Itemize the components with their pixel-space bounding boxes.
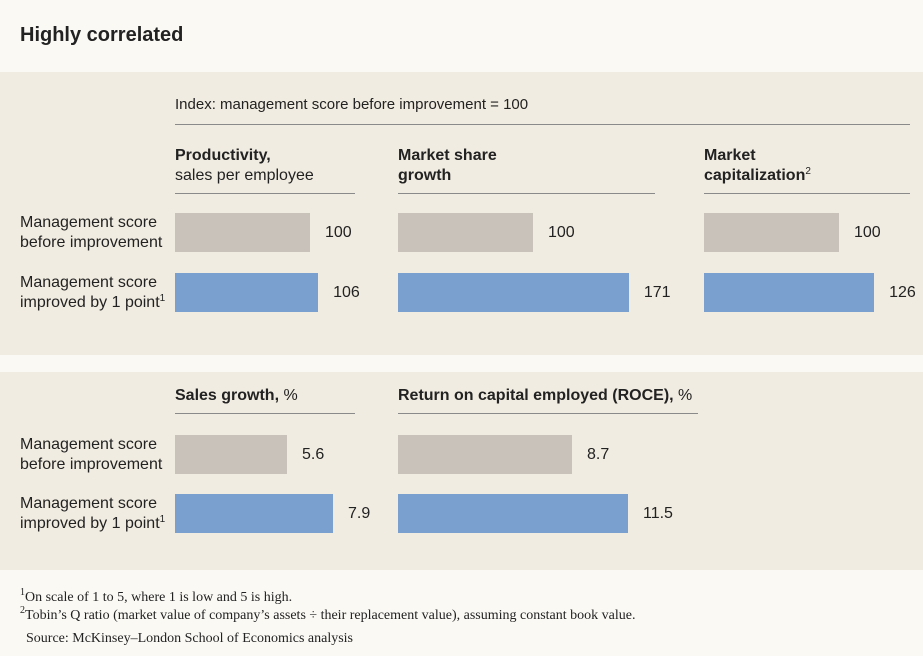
bar — [175, 273, 319, 312]
footnote: 2Tobin’s Q ratio (market value of compan… — [20, 605, 636, 624]
rule — [175, 193, 355, 194]
value-label: 100 — [325, 224, 352, 241]
value-label: 11.5 — [643, 505, 673, 522]
chart-title-suffix: % — [678, 387, 693, 404]
row-label: Management score improved by 1 point1 — [20, 494, 175, 534]
bar — [398, 435, 572, 474]
rule — [398, 193, 655, 194]
chart-title-main: Sales growth, — [175, 387, 280, 404]
chart-title-suffix: sales per employee — [175, 167, 314, 184]
chart-title-main: Market share growth — [398, 147, 497, 184]
chart-title: Return on capital employed (ROCE), % — [398, 386, 718, 406]
chart-title: Market share growth — [398, 146, 528, 186]
row-label-text: Management score before improvement — [20, 214, 163, 251]
chart-title-suffix: % — [283, 387, 298, 404]
footnote: 1On scale of 1 to 5, where 1 is low and … — [20, 587, 293, 606]
rule — [704, 193, 910, 194]
row-label-text: Management score improved by 1 point — [20, 274, 160, 311]
value-label: 106 — [333, 284, 360, 301]
value-label: 100 — [854, 224, 881, 241]
footnote-mark: 1 — [20, 587, 25, 598]
value-label: 5.6 — [302, 446, 325, 463]
value-label: 100 — [548, 224, 575, 241]
bar — [704, 273, 875, 312]
bar — [704, 213, 839, 252]
bar — [175, 494, 333, 533]
footnote-mark: 2 — [20, 605, 25, 616]
row-label-note: 1 — [159, 293, 166, 304]
row-label: Management score improved by 1 point1 — [20, 273, 175, 313]
rule — [398, 413, 698, 414]
source: Source: McKinsey–London School of Econom… — [26, 631, 354, 646]
footnote-text: Tobin’s Q ratio (market value of company… — [25, 608, 636, 623]
row-label: Management score before improvement — [20, 435, 175, 475]
bar — [175, 435, 287, 474]
bar — [398, 494, 628, 533]
chart-title-note: 2 — [805, 166, 811, 177]
chart-title-main: Productivity, — [175, 147, 271, 164]
chart-title-main: Market capitalization — [704, 147, 806, 184]
rule — [175, 124, 910, 125]
bar — [398, 273, 629, 312]
row-label: Management score before improvement — [20, 213, 175, 253]
rule — [175, 413, 355, 414]
value-label: 171 — [643, 284, 671, 301]
subtitle: Index: management score before improveme… — [175, 96, 529, 113]
bar — [175, 213, 310, 252]
chart-title: Sales growth, % — [175, 386, 475, 406]
row-label-text: Management score before improvement — [20, 436, 163, 473]
row-label-text: Management score improved by 1 point — [20, 495, 160, 532]
value-label: 126 — [889, 284, 916, 301]
value-label: 8.7 — [587, 446, 610, 463]
row-label-note: 1 — [159, 514, 166, 525]
chart-title: Market capitalization2 — [704, 146, 834, 186]
chart-title-main: Return on capital employed (ROCE), — [398, 387, 674, 404]
title: Highly correlated — [20, 24, 184, 46]
footnote-text: On scale of 1 to 5, where 1 is low and 5… — [25, 590, 293, 605]
value-label: 7.9 — [348, 505, 371, 522]
chart-title: Productivity, sales per employee — [175, 146, 345, 186]
bar — [398, 213, 533, 252]
